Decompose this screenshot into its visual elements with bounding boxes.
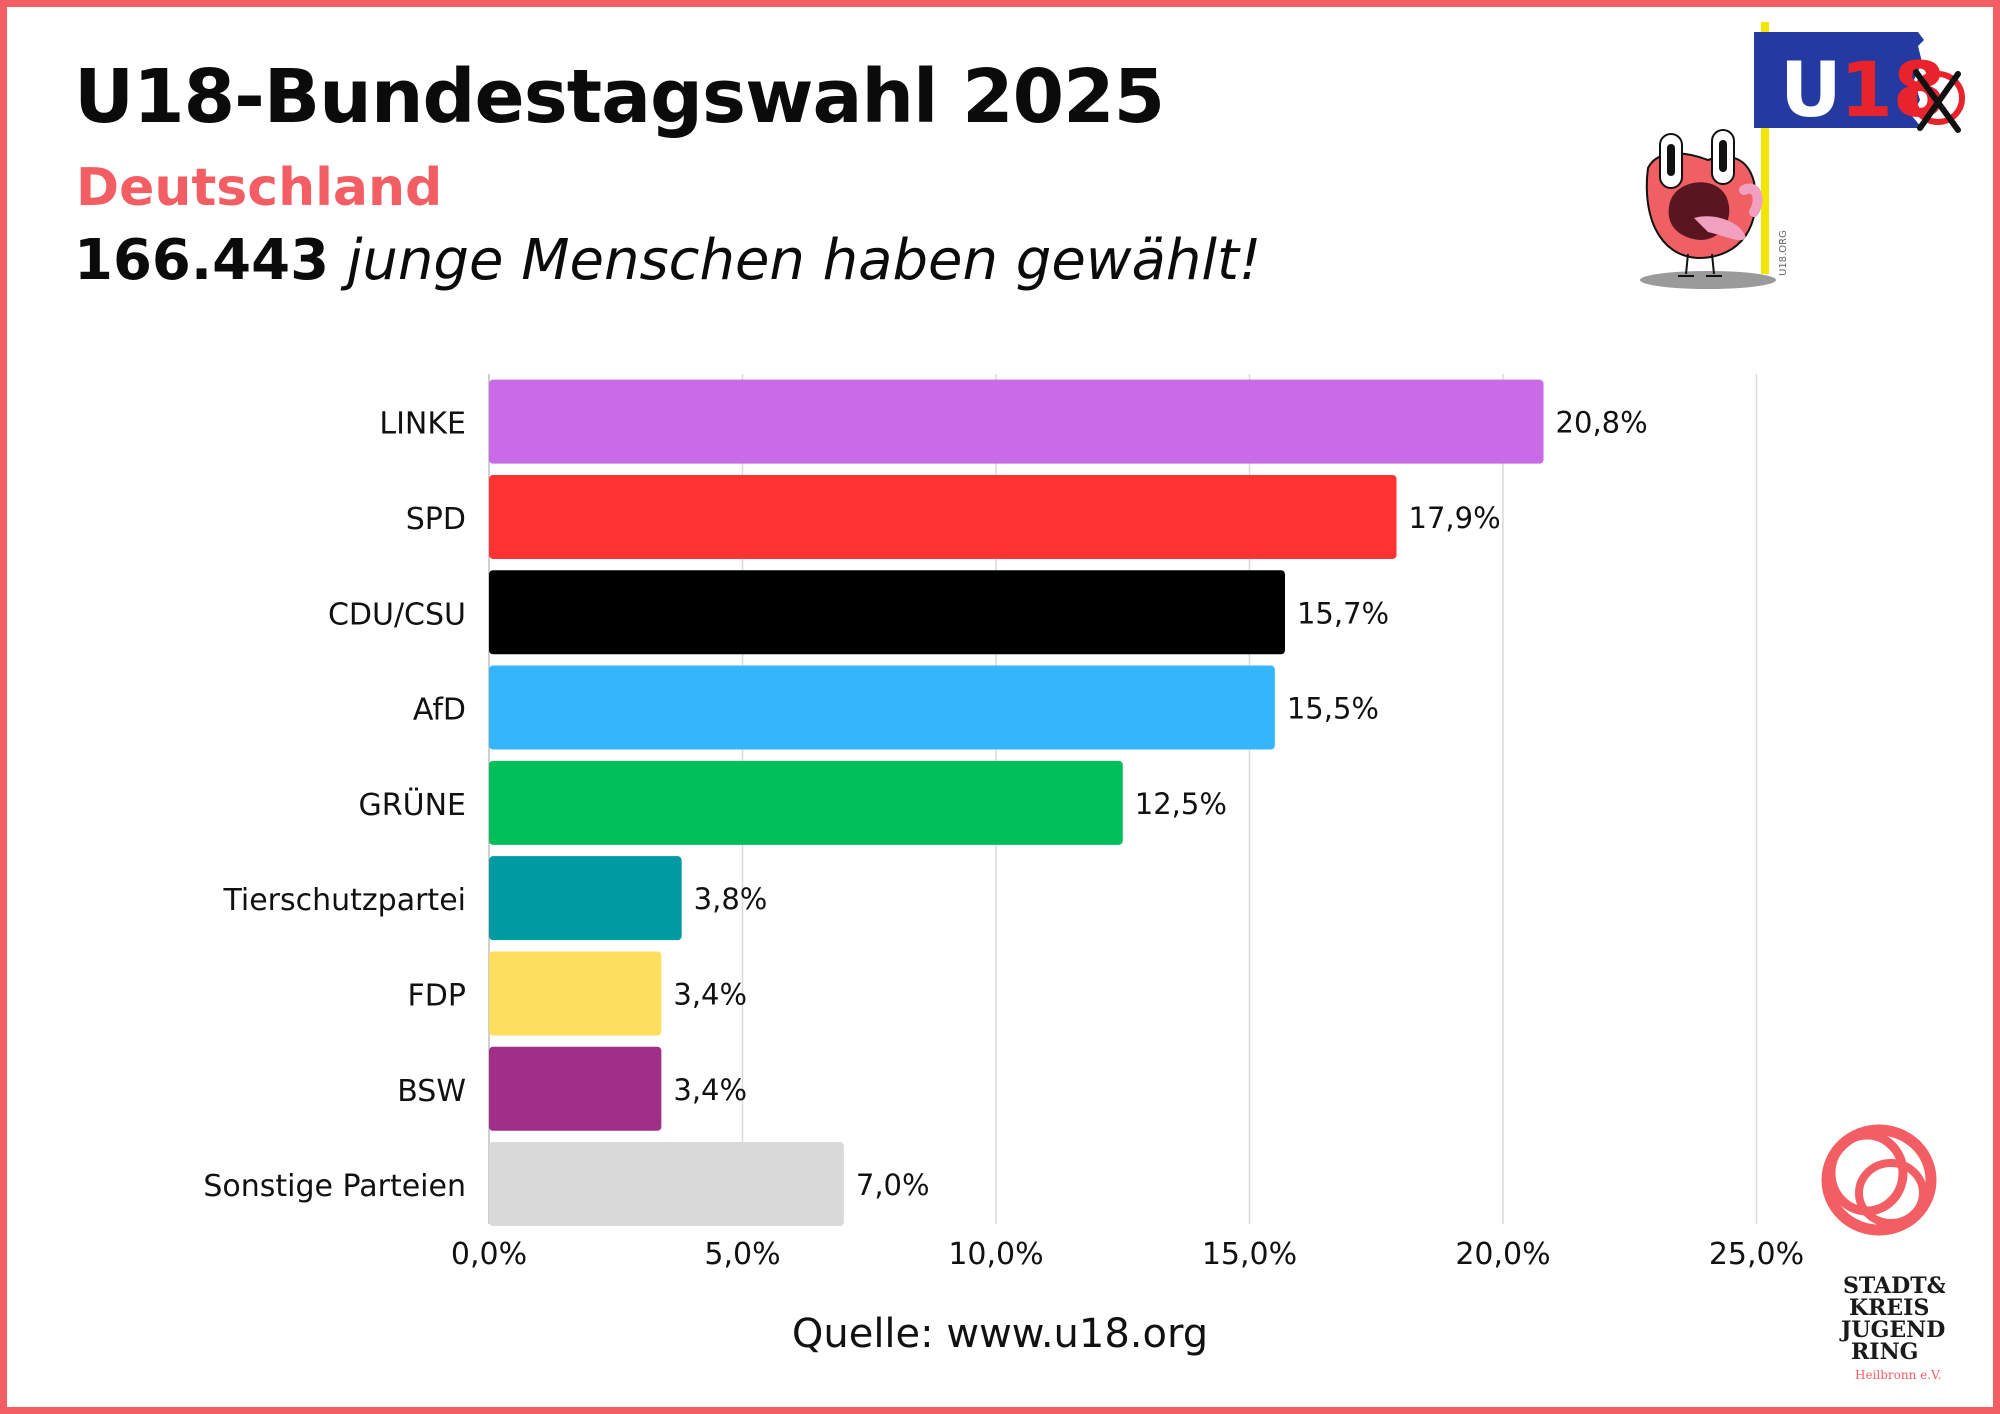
value-label: 3,8%	[694, 882, 768, 916]
mascot-right-pupil	[1719, 140, 1727, 172]
x-tick-label: 20,0%	[1455, 1237, 1550, 1272]
page-subtitle: Deutschland	[76, 158, 443, 218]
x-tick-label: 15,0%	[1202, 1237, 1297, 1272]
bar	[489, 1142, 844, 1227]
bar	[489, 379, 1544, 464]
bar	[489, 474, 1397, 559]
category-label: FDP	[408, 978, 466, 1013]
ballot-circle-icon	[1911, 71, 1965, 125]
x-tick-label: 25,0%	[1709, 1237, 1804, 1272]
category-label: BSW	[397, 1074, 466, 1109]
value-label: 15,7%	[1297, 596, 1389, 630]
value-label: 15,5%	[1287, 692, 1379, 726]
u18-url: U18.ORG	[1778, 230, 1789, 276]
category-label: GRÜNE	[359, 787, 466, 823]
logo-line-heilbronn: Heilbronn e.V.	[1855, 1368, 1941, 1382]
voters-text: junge Menschen haben gewählt!	[346, 228, 1262, 293]
bar	[489, 951, 662, 1036]
x-tick-label: 5,0%	[704, 1237, 780, 1272]
mascot-left-pupil	[1667, 144, 1675, 176]
ballot-cross-icon	[1913, 69, 1961, 133]
category-label: SPD	[406, 502, 466, 537]
source-note: Quelle: www.u18.org	[791, 1311, 1209, 1357]
logo-line-ring: RING	[1851, 1339, 1918, 1365]
voters-tagline: 166.443 junge Menschen haben gewählt!	[74, 228, 1261, 293]
u18-logo: U 18 U18.ORG	[1640, 22, 1965, 289]
x-tick-label: 10,0%	[948, 1237, 1043, 1272]
logo-line-jugend: JUGEND	[1839, 1317, 1945, 1343]
value-label: 17,9%	[1409, 501, 1501, 535]
category-label: Sonstige Parteien	[203, 1169, 466, 1204]
flag-cloth	[1754, 32, 1924, 128]
value-label: 3,4%	[673, 1073, 747, 1107]
value-label: 3,4%	[673, 977, 747, 1011]
category-label: Tierschutzpartei	[222, 883, 466, 918]
mascot-legs	[1678, 253, 1722, 277]
category-label: LINKE	[379, 407, 466, 442]
bar	[489, 760, 1123, 845]
bar	[489, 1046, 662, 1131]
category-label: CDU/CSU	[328, 597, 466, 632]
voters-count: 166.443	[74, 228, 330, 293]
bar	[489, 856, 682, 941]
skjr-logo: STADT& KREIS JUGEND RING Heilbronn e.V.	[1821, 1124, 1945, 1382]
bar	[489, 665, 1275, 750]
x-tick-label: 0,0%	[451, 1237, 527, 1272]
logo-line-stadt: STADT&	[1843, 1273, 1945, 1299]
value-label: 7,0%	[856, 1168, 930, 1202]
category-label: AfD	[413, 693, 466, 728]
flag-pole	[1761, 22, 1769, 274]
logo-ring-3	[1855, 1159, 1927, 1227]
flag-u-letter: U	[1780, 45, 1842, 134]
mascot-arm	[1739, 183, 1763, 217]
logo-line-kreis: KREIS	[1849, 1295, 1929, 1321]
value-label: 12,5%	[1135, 787, 1227, 821]
mascot-shadow	[1640, 271, 1776, 289]
value-label: 20,8%	[1556, 406, 1648, 440]
chart-labels: 0,0% 5,0% 10,0% 15,0% 20,0% 25,0% LINKE 20,8% SP…	[203, 406, 1804, 1272]
mascot-tongue	[1694, 216, 1746, 241]
bar	[489, 570, 1285, 655]
page-title: U18-Bundestagswahl 2025	[74, 54, 1165, 140]
chart-bars	[489, 379, 1544, 1227]
